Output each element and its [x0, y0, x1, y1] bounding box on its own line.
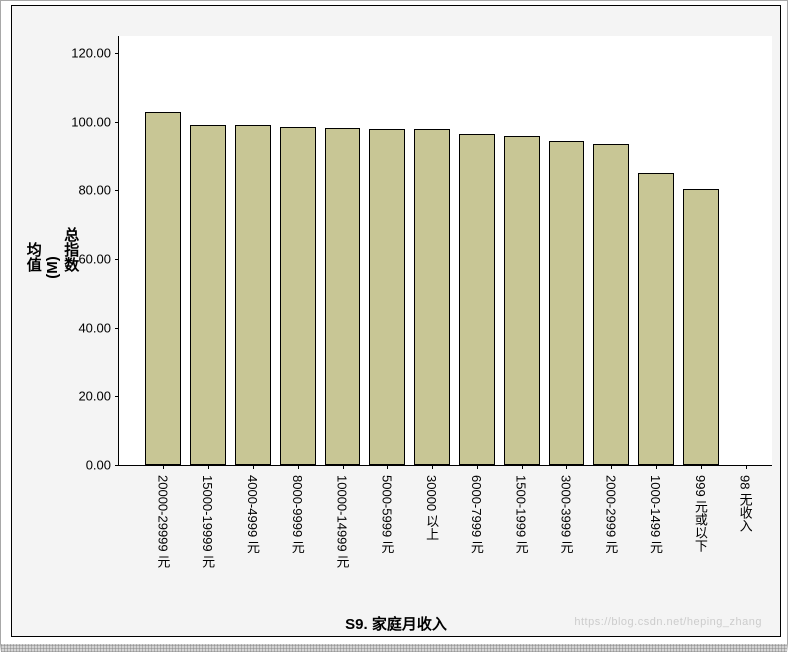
- x-axis-label-text: S9. 家庭月收入: [345, 616, 447, 633]
- y-axis-label: 均值(M)总指数: [42, 36, 62, 466]
- bar: [145, 112, 181, 465]
- y-tick-label: 20.00: [78, 389, 111, 404]
- bar: [235, 125, 271, 465]
- x-tick-label: 30000 以上: [425, 475, 438, 541]
- x-tick-label: 2000-2999 元: [604, 475, 617, 554]
- y-tick: [115, 396, 119, 397]
- x-tick: [656, 465, 657, 469]
- x-tick: [432, 465, 433, 469]
- y-tick: [115, 465, 119, 466]
- x-tick: [611, 465, 612, 469]
- bar: [414, 129, 450, 465]
- bar: [325, 128, 361, 465]
- x-tick-label: 98 无收入: [739, 475, 752, 532]
- x-tick-label: 10000-14999 元: [336, 475, 349, 568]
- x-tick-label: 999 元或以下: [694, 475, 707, 552]
- y-tick: [115, 122, 119, 123]
- bar: [280, 127, 316, 465]
- x-tick-label: 8000-9999 元: [291, 475, 304, 554]
- y-tick-label: 40.00: [78, 320, 111, 335]
- x-tick: [701, 465, 702, 469]
- x-tick-label: 3000-3999 元: [559, 475, 572, 554]
- x-tick-label: 15000-19999 元: [201, 475, 214, 568]
- x-tick: [746, 465, 747, 469]
- y-tick: [115, 259, 119, 260]
- x-tick-label: 1500-1999 元: [515, 475, 528, 554]
- x-tick-label: 1000-1499 元: [649, 475, 662, 554]
- x-tick-label: 5000-5999 元: [380, 475, 393, 554]
- y-tick: [115, 190, 119, 191]
- x-tick-label: 20000-29999 元: [156, 475, 169, 568]
- y-tick-label: 60.00: [78, 252, 111, 267]
- y-tick-label: 80.00: [78, 183, 111, 198]
- bar: [190, 125, 226, 465]
- y-tick-label: 120.00: [71, 46, 111, 61]
- bar: [593, 144, 629, 465]
- x-tick: [477, 465, 478, 469]
- bar: [459, 134, 495, 465]
- bar: [683, 189, 719, 465]
- y-tick: [115, 53, 119, 54]
- x-tick: [298, 465, 299, 469]
- bars-container: [119, 36, 772, 465]
- bottom-hatch: [1, 644, 787, 652]
- x-tick: [522, 465, 523, 469]
- x-tick-label: 4000-4999 元: [246, 475, 259, 554]
- y-tick-label: 100.00: [71, 114, 111, 129]
- x-tick-label: 6000-7999 元: [470, 475, 483, 554]
- chart-frame: 均值(M)总指数 0.0020.0040.0060.0080.00100.001…: [11, 5, 781, 637]
- plot-area: 0.0020.0040.0060.0080.00100.00120.002000…: [118, 36, 772, 466]
- x-tick: [208, 465, 209, 469]
- x-axis-label: S9. 家庭月收入: [12, 613, 780, 634]
- y-tick-label: 0.00: [86, 458, 111, 473]
- bar: [504, 136, 540, 465]
- x-tick: [566, 465, 567, 469]
- bar: [638, 173, 674, 465]
- x-tick: [163, 465, 164, 469]
- outer-frame: 均值(M)总指数 0.0020.0040.0060.0080.00100.001…: [0, 0, 788, 652]
- x-tick: [253, 465, 254, 469]
- x-tick: [343, 465, 344, 469]
- bar: [549, 141, 585, 465]
- bar: [369, 129, 405, 465]
- x-tick: [387, 465, 388, 469]
- y-tick: [115, 328, 119, 329]
